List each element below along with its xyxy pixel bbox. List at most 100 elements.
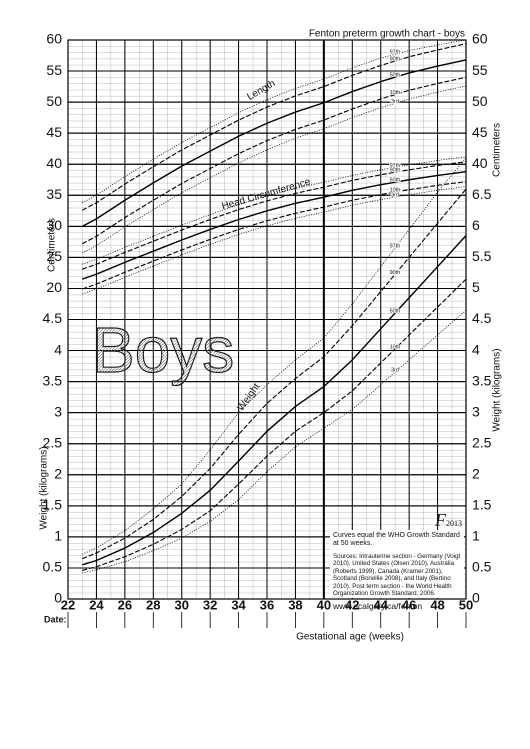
y-tick-label: 40 bbox=[472, 155, 488, 171]
x-tick-label: 44 bbox=[373, 597, 388, 612]
y-tick-label: 45 bbox=[46, 124, 62, 140]
percentile-curve bbox=[82, 85, 467, 254]
y-tick-label: 1.5 bbox=[43, 497, 63, 513]
x-axis-label: Gestational age (weeks) bbox=[296, 632, 404, 643]
percentile-label: 3rd bbox=[391, 193, 399, 199]
x-tick-label: 42 bbox=[345, 597, 359, 612]
y-tick-label: 20 bbox=[46, 279, 62, 295]
info-note: Curves equal the WHO Growth Standard at … bbox=[333, 532, 460, 548]
y-tick-label: 1 bbox=[472, 528, 480, 544]
y-tick-label: 2.5 bbox=[43, 434, 63, 450]
percentile-label: 50th bbox=[390, 73, 401, 79]
percentile-label: 90th bbox=[390, 270, 401, 276]
y-tick-label: 3.5 bbox=[472, 372, 492, 388]
percentile-curve bbox=[82, 181, 467, 290]
y-tick-label: 5.5 bbox=[472, 248, 492, 264]
y-tick-label: 3 bbox=[54, 403, 62, 419]
x-tick-label: 34 bbox=[231, 597, 246, 612]
y-tick-label: 50 bbox=[472, 93, 488, 109]
percentile-label: 90th bbox=[390, 168, 401, 174]
percentile-curve bbox=[81, 76, 467, 245]
y-tick-label: 2 bbox=[472, 465, 480, 481]
percentile-curve bbox=[82, 157, 467, 555]
y-tick-label: 4 bbox=[54, 341, 62, 357]
y-tick-label: 35 bbox=[46, 186, 62, 202]
percentile-label: 10th bbox=[390, 188, 401, 194]
x-tick-label: 48 bbox=[430, 597, 444, 612]
x-tick-label: 26 bbox=[118, 597, 132, 612]
y-tick-label: 4 bbox=[472, 341, 480, 357]
y-axis-label-cm: Centimeters bbox=[47, 218, 58, 272]
percentile-curve bbox=[82, 156, 467, 265]
percentile-label: 50th bbox=[390, 309, 401, 315]
y-tick-label: 3 bbox=[472, 403, 480, 419]
x-tick-label: 36 bbox=[260, 597, 274, 612]
watermark: Boys bbox=[92, 314, 234, 386]
y-tick-label: 1.5 bbox=[472, 497, 492, 513]
percentile-curve bbox=[82, 186, 467, 295]
percentile-curve bbox=[81, 43, 467, 211]
percentile-curve bbox=[82, 309, 467, 574]
y-tick-label: 45 bbox=[472, 124, 488, 140]
logo: F2013 bbox=[435, 510, 462, 532]
y-tick-label: 2.5 bbox=[472, 434, 492, 450]
y-tick-label: 55 bbox=[46, 62, 62, 78]
x-tick-label: 30 bbox=[174, 597, 188, 612]
x-tick-label: 28 bbox=[146, 597, 160, 612]
chart-title: Fenton preterm growth chart - boys bbox=[309, 29, 465, 40]
logo-year: 2013 bbox=[446, 519, 462, 528]
percentile-label: 97th bbox=[390, 163, 401, 169]
y-tick-label: 55 bbox=[472, 62, 488, 78]
plot-frame bbox=[67, 39, 467, 600]
percentile-label: 10th bbox=[390, 344, 401, 350]
percentile-curve bbox=[82, 235, 467, 566]
percentile-curve bbox=[81, 59, 467, 227]
y-tick-label: 6 bbox=[472, 217, 480, 233]
y-tick-label: 2 bbox=[54, 465, 62, 481]
info-sources: Sources: Intrauterine section - Germany … bbox=[333, 552, 461, 597]
percentile-label: 97th bbox=[390, 50, 401, 56]
y-tick-label: 0 bbox=[54, 590, 62, 606]
info-url: www.ucalgary.ca/fenton bbox=[333, 601, 423, 612]
y-axis-label-cm-right: Centimeters bbox=[492, 123, 503, 177]
y-axis-label-kg-right: Weight (kilograms) bbox=[492, 348, 503, 431]
percentile-curve bbox=[82, 278, 467, 571]
y-tick-label: 1 bbox=[54, 528, 62, 544]
x-tick-label: 22 bbox=[61, 597, 75, 612]
percentile-curve bbox=[82, 161, 467, 270]
x-tick-label: 46 bbox=[402, 597, 416, 612]
x-tick-label: 40 bbox=[317, 597, 331, 612]
percentile-label: 10th bbox=[390, 90, 401, 96]
percentile-label: 3rd bbox=[391, 99, 399, 105]
x-tick-label: 38 bbox=[288, 597, 302, 612]
y-tick-label: 4.5 bbox=[43, 310, 63, 326]
y-tick-label: 0.5 bbox=[43, 559, 63, 575]
x-tick-label: 50 bbox=[459, 597, 473, 612]
y-tick-label: 50 bbox=[46, 93, 62, 109]
percentile-curve bbox=[81, 170, 467, 280]
y-tick-label: 3.5 bbox=[43, 372, 63, 388]
y-tick-label: 0 bbox=[472, 590, 480, 606]
x-tick-label: 24 bbox=[89, 597, 104, 612]
y-tick-label: 60 bbox=[46, 31, 62, 47]
percentile-curve bbox=[82, 188, 467, 560]
y-tick-label: 0.5 bbox=[472, 559, 492, 575]
y-tick-label: 40 bbox=[46, 155, 62, 171]
info-box: F2013 Curves equal the WHO Growth Standa… bbox=[330, 510, 464, 611]
y-axis-label-kg: Weight (kilograms) bbox=[39, 446, 50, 529]
percentile-label: 90th bbox=[390, 57, 401, 63]
percentile-label: 97th bbox=[390, 244, 401, 250]
y-tick-label: 30 bbox=[46, 217, 62, 233]
percentile-label: 3rd bbox=[391, 368, 399, 374]
percentile-label: 50th bbox=[390, 178, 401, 184]
y-tick-label: 6.5 bbox=[472, 186, 492, 202]
y-tick-label: 60 bbox=[472, 31, 488, 47]
logo-mark: F bbox=[435, 510, 446, 530]
y-tick-label: 5 bbox=[472, 279, 480, 295]
date-label: Date: bbox=[44, 614, 67, 624]
y-tick-label: 25 bbox=[46, 248, 62, 264]
percentile-curve bbox=[82, 39, 467, 204]
x-tick-label: 32 bbox=[203, 597, 217, 612]
